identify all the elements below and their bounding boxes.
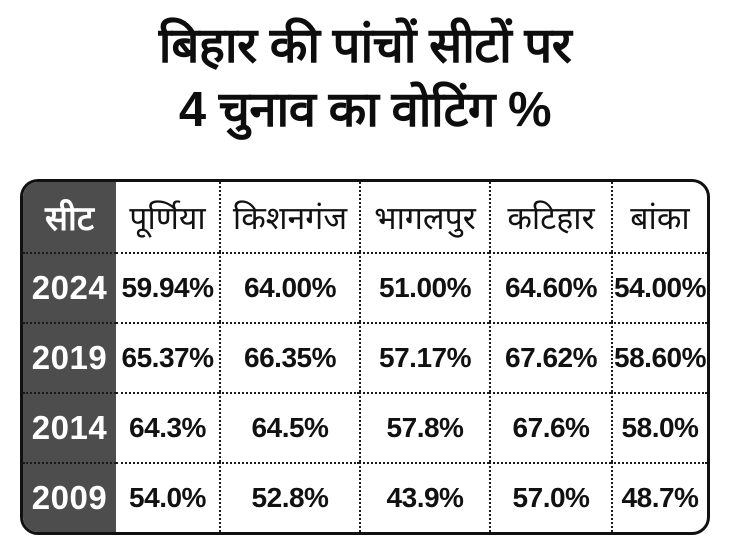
- table-cell: 59.94%: [116, 252, 219, 322]
- table-cell: 58.60%: [611, 322, 707, 392]
- table-cell: 64.00%: [219, 252, 359, 322]
- table-cell: 58.0%: [611, 392, 707, 462]
- column-header-kishanganj: किशनगंज: [219, 182, 359, 252]
- row-year-2009: 2009: [23, 462, 116, 532]
- row-year-2019: 2019: [23, 322, 116, 392]
- table-cell: 66.35%: [219, 322, 359, 392]
- column-header-seat: सीट: [23, 182, 116, 252]
- table-cell: 51.00%: [359, 252, 489, 322]
- table-cell: 54.00%: [611, 252, 707, 322]
- table-cell: 64.5%: [219, 392, 359, 462]
- page-title: बिहार की पांचों सीटों पर 4 चुनाव का वोटि…: [0, 14, 730, 142]
- column-header-banka: बांका: [611, 182, 707, 252]
- row-year-2014: 2014: [23, 392, 116, 462]
- table-cell: 64.60%: [489, 252, 611, 322]
- table-cell: 48.7%: [611, 462, 707, 532]
- table-cell: 43.9%: [359, 462, 489, 532]
- voting-table: सीट पूर्णिया किशनगंज भागलपुर कटिहार बांक…: [20, 179, 710, 535]
- table-cell: 67.62%: [489, 322, 611, 392]
- column-header-bhagalpur: भागलपुर: [359, 182, 489, 252]
- table-cell: 64.3%: [116, 392, 219, 462]
- column-header-katihar: कटिहार: [489, 182, 611, 252]
- table-cell: 67.6%: [489, 392, 611, 462]
- table-cell: 54.0%: [116, 462, 219, 532]
- table-cell: 57.17%: [359, 322, 489, 392]
- table-cell: 57.0%: [489, 462, 611, 532]
- table-cell: 52.8%: [219, 462, 359, 532]
- row-year-2024: 2024: [23, 252, 116, 322]
- table-cell: 65.37%: [116, 322, 219, 392]
- table-cell: 57.8%: [359, 392, 489, 462]
- title-line-2: 4 चुनाव का वोटिंग %: [178, 83, 552, 137]
- column-header-purnia: पूर्णिया: [129, 199, 206, 236]
- title-line-1: बिहार की पांचों सीटों पर: [158, 19, 572, 73]
